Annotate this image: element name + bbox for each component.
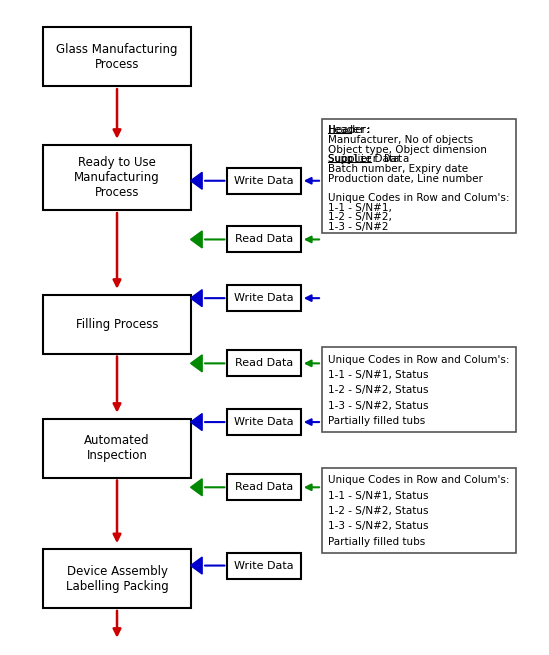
Text: Read Data: Read Data xyxy=(235,482,293,493)
Polygon shape xyxy=(191,479,202,496)
Text: Manufacturer, No of objects: Manufacturer, No of objects xyxy=(328,135,473,145)
Text: Ready to Use
Manufacturing
Process: Ready to Use Manufacturing Process xyxy=(74,156,160,199)
FancyBboxPatch shape xyxy=(43,145,191,210)
Text: Unique Codes in Row and Colum's:: Unique Codes in Row and Colum's: xyxy=(328,193,510,203)
Text: Filling Process: Filling Process xyxy=(76,318,158,331)
Text: Partially filled tubs: Partially filled tubs xyxy=(328,537,425,547)
FancyBboxPatch shape xyxy=(227,474,301,500)
Text: Header:: Header: xyxy=(328,126,369,136)
Text: Write Data: Write Data xyxy=(234,176,294,186)
Text: 1-3 - S/N#2: 1-3 - S/N#2 xyxy=(328,222,389,232)
Text: Glass Manufacturing
Process: Glass Manufacturing Process xyxy=(56,43,178,71)
FancyBboxPatch shape xyxy=(227,350,301,377)
FancyBboxPatch shape xyxy=(43,28,191,86)
Polygon shape xyxy=(191,557,202,574)
Text: Supplier Data: Supplier Data xyxy=(328,155,410,164)
Polygon shape xyxy=(191,290,202,307)
Text: 1-2 - S/N#2,: 1-2 - S/N#2, xyxy=(328,212,392,223)
Text: Header:: Header: xyxy=(0,654,1,655)
FancyBboxPatch shape xyxy=(227,409,301,435)
Text: Unique Codes in Row and Colum's:: Unique Codes in Row and Colum's: xyxy=(328,476,510,485)
Polygon shape xyxy=(191,172,202,189)
FancyBboxPatch shape xyxy=(43,419,191,477)
Text: 1-1 - S/N#1,: 1-1 - S/N#1, xyxy=(328,203,392,213)
Polygon shape xyxy=(191,355,202,372)
FancyBboxPatch shape xyxy=(43,295,191,354)
Text: Batch number, Expiry date: Batch number, Expiry date xyxy=(328,164,468,174)
FancyBboxPatch shape xyxy=(227,168,301,194)
FancyBboxPatch shape xyxy=(227,553,301,578)
FancyBboxPatch shape xyxy=(322,468,517,553)
Text: 1-2 - S/N#2, Status: 1-2 - S/N#2, Status xyxy=(328,385,429,396)
Text: Object type, Object dimension: Object type, Object dimension xyxy=(328,145,487,155)
Text: 1-3 - S/N#2, Status: 1-3 - S/N#2, Status xyxy=(328,401,429,411)
Text: Header:: Header: xyxy=(328,126,372,136)
Text: Partially filled tubs: Partially filled tubs xyxy=(328,416,425,426)
Text: Device Assembly
Labelling Packing: Device Assembly Labelling Packing xyxy=(66,565,169,593)
FancyBboxPatch shape xyxy=(322,119,517,233)
Text: Automated
Inspection: Automated Inspection xyxy=(84,434,150,462)
Polygon shape xyxy=(191,231,202,248)
Text: Read Data: Read Data xyxy=(235,234,293,244)
Text: Supplier Data: Supplier Data xyxy=(0,654,1,655)
FancyBboxPatch shape xyxy=(227,285,301,311)
Text: Unique Codes in Row and Colum's:: Unique Codes in Row and Colum's: xyxy=(328,354,510,365)
Text: Write Data: Write Data xyxy=(234,293,294,303)
Text: Write Data: Write Data xyxy=(234,561,294,571)
FancyBboxPatch shape xyxy=(43,550,191,608)
Text: Production date, Line number: Production date, Line number xyxy=(328,174,483,184)
FancyBboxPatch shape xyxy=(227,227,301,252)
Text: 1-2 - S/N#2, Status: 1-2 - S/N#2, Status xyxy=(328,506,429,516)
Text: Read Data: Read Data xyxy=(235,358,293,368)
FancyBboxPatch shape xyxy=(322,347,517,432)
Text: Supplier Data: Supplier Data xyxy=(328,155,400,164)
Text: Write Data: Write Data xyxy=(234,417,294,427)
Text: 1-3 - S/N#2, Status: 1-3 - S/N#2, Status xyxy=(328,521,429,531)
Polygon shape xyxy=(191,413,202,430)
Text: 1-1 - S/N#1, Status: 1-1 - S/N#1, Status xyxy=(328,370,429,380)
Text: 1-1 - S/N#1, Status: 1-1 - S/N#1, Status xyxy=(328,491,429,500)
